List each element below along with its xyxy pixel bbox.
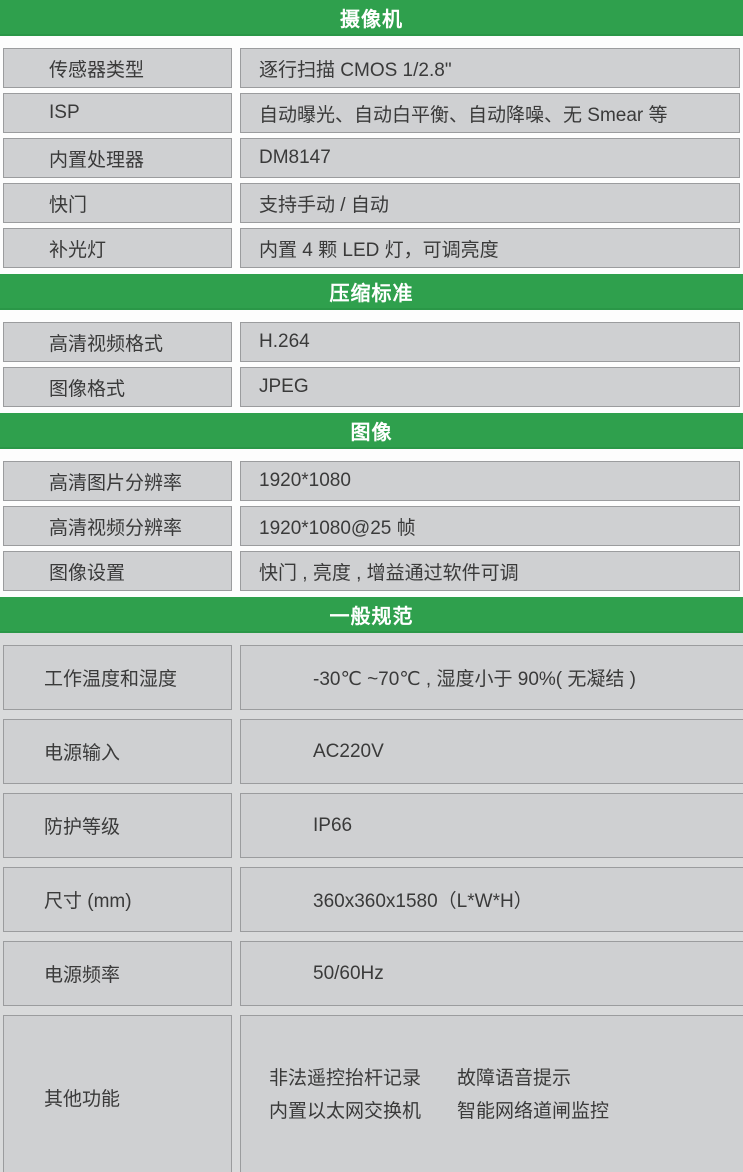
spec-value: 支持手动 / 自动 — [240, 183, 740, 223]
section-general-rows: 工作温度和湿度 -30℃ ~70℃ , 湿度小于 90%( 无凝结 ) 电源输入… — [0, 633, 743, 1172]
table-row: 电源频率 50/60Hz — [3, 941, 743, 1006]
table-row: 高清视频格式 H.264 — [3, 322, 740, 362]
spec-label: 快门 — [3, 183, 232, 223]
spec-label: 防护等级 — [3, 793, 232, 858]
spec-value: DM8147 — [240, 138, 740, 178]
spec-value: 1920*1080 — [240, 461, 740, 501]
spec-label: 尺寸 (mm) — [3, 867, 232, 932]
spec-label: 内置处理器 — [3, 138, 232, 178]
section-header-compression: 压缩标准 — [0, 274, 743, 310]
spec-value: 逐行扫描 CMOS 1/2.8" — [240, 48, 740, 88]
spec-value: -30℃ ~70℃ , 湿度小于 90%( 无凝结 ) — [240, 645, 743, 710]
spec-label: 高清图片分辨率 — [3, 461, 232, 501]
section-header-general: 一般规范 — [0, 597, 743, 633]
spec-value: 内置 4 颗 LED 灯，可调亮度 — [240, 228, 740, 268]
spec-label: 高清视频分辨率 — [3, 506, 232, 546]
spec-label: 工作温度和湿度 — [3, 645, 232, 710]
section-header-image: 图像 — [0, 413, 743, 449]
table-row: 电源输入 AC220V — [3, 719, 743, 784]
table-row: 补光灯 内置 4 颗 LED 灯，可调亮度 — [3, 228, 740, 268]
section-image-rows: 高清图片分辨率 1920*1080 高清视频分辨率 1920*1080@25 帧… — [0, 449, 743, 597]
table-row: ISP 自动曝光、自动白平衡、自动降噪、无 Smear 等 — [3, 93, 740, 133]
table-row: 尺寸 (mm) 360x360x1580（L*W*H） — [3, 867, 743, 932]
feature-line: 内置以太网交换机 智能网络道闸监控 — [269, 1095, 743, 1128]
feature-item: 内置以太网交换机 — [269, 1101, 422, 1122]
spec-label: 其他功能 — [3, 1015, 232, 1172]
table-row-other-features: 其他功能 非法遥控抬杆记录 故障语音提示 内置以太网交换机 智能网络道闸监控 — [3, 1015, 743, 1172]
feature-line: 非法遥控抬杆记录 故障语音提示 — [269, 1062, 743, 1095]
spec-label: 高清视频格式 — [3, 322, 232, 362]
feature-item: 非法遥控抬杆记录 — [269, 1068, 422, 1089]
spec-label: 补光灯 — [3, 228, 232, 268]
spec-label: 图像格式 — [3, 367, 232, 407]
feature-item: 故障语音提示 — [457, 1068, 572, 1089]
spec-value: 自动曝光、自动白平衡、自动降噪、无 Smear 等 — [240, 93, 740, 133]
table-row: 快门 支持手动 / 自动 — [3, 183, 740, 223]
table-row: 图像设置 快门 , 亮度 , 增益通过软件可调 — [3, 551, 740, 591]
spec-value: 50/60Hz — [240, 941, 743, 1006]
spec-label: 图像设置 — [3, 551, 232, 591]
table-row: 防护等级 IP66 — [3, 793, 743, 858]
table-row: 内置处理器 DM8147 — [3, 138, 740, 178]
spec-value: AC220V — [240, 719, 743, 784]
spec-value: H.264 — [240, 322, 740, 362]
table-row: 高清视频分辨率 1920*1080@25 帧 — [3, 506, 740, 546]
spec-label: 电源输入 — [3, 719, 232, 784]
spec-value: 快门 , 亮度 , 增益通过软件可调 — [240, 551, 740, 591]
spec-value: 1920*1080@25 帧 — [240, 506, 740, 546]
table-row: 高清图片分辨率 1920*1080 — [3, 461, 740, 501]
spec-value-feature-list: 非法遥控抬杆记录 故障语音提示 内置以太网交换机 智能网络道闸监控 — [240, 1015, 743, 1172]
spec-label: ISP — [3, 93, 232, 133]
section-compression-rows: 高清视频格式 H.264 图像格式 JPEG — [0, 310, 743, 413]
table-row: 图像格式 JPEG — [3, 367, 740, 407]
section-camera-rows: 传感器类型 逐行扫描 CMOS 1/2.8" ISP 自动曝光、自动白平衡、自动… — [0, 36, 743, 274]
table-row: 传感器类型 逐行扫描 CMOS 1/2.8" — [3, 48, 740, 88]
spec-value: JPEG — [240, 367, 740, 407]
spec-label: 传感器类型 — [3, 48, 232, 88]
feature-item: 智能网络道闸监控 — [457, 1101, 610, 1122]
spec-value: 360x360x1580（L*W*H） — [240, 867, 743, 932]
section-header-camera: 摄像机 — [0, 0, 743, 36]
spec-label: 电源频率 — [3, 941, 232, 1006]
table-row: 工作温度和湿度 -30℃ ~70℃ , 湿度小于 90%( 无凝结 ) — [3, 645, 743, 710]
spec-value: IP66 — [240, 793, 743, 858]
